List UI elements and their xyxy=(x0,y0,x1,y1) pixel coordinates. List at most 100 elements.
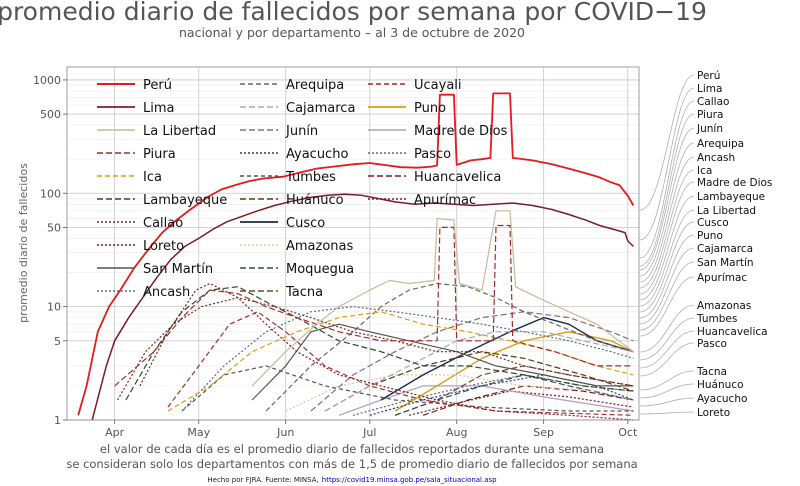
legend-label: Ancash xyxy=(143,285,190,300)
series-line-san-martín xyxy=(251,323,634,401)
right-label: Huancavelica xyxy=(697,326,768,338)
x-tick-label: Apr xyxy=(105,426,125,439)
legend-label: Apurímac xyxy=(414,193,476,208)
right-label: San Martín xyxy=(697,257,754,269)
right-label: Madre de Dios xyxy=(697,177,772,189)
right-label: Perú xyxy=(697,70,720,82)
x-tick-label: Aug xyxy=(446,426,467,439)
legend-label: Cajamarca xyxy=(286,101,355,116)
series-line-perú xyxy=(77,92,635,416)
right-label: Lima xyxy=(697,83,722,95)
x-tick-label: May xyxy=(187,426,210,439)
x-tick-label: Sep xyxy=(533,426,554,439)
right-label: Cajamarca xyxy=(697,243,753,255)
leader-line xyxy=(639,261,695,331)
leader-line xyxy=(639,181,695,295)
series-line-huánuco xyxy=(324,351,634,412)
chart-subtitle: nacional y por departamento – al 3 de oc… xyxy=(179,25,525,40)
leader-line xyxy=(639,234,695,319)
leader-line xyxy=(639,330,695,369)
right-label: Apurímac xyxy=(697,272,747,284)
legend-label: Ayacucho xyxy=(286,147,348,162)
legend-label: Perú xyxy=(143,78,172,93)
series-line-amazonas xyxy=(285,374,634,412)
legend-label: Tacna xyxy=(285,285,323,300)
legend-label: La Libertad xyxy=(143,124,216,139)
series-line-madre-de-dios xyxy=(338,385,634,416)
right-label: Callao xyxy=(697,96,729,108)
series-line-lambayeque xyxy=(125,286,634,401)
credit: Hecho por FJRA. Fuente: MINSA, https://co… xyxy=(207,476,497,484)
right-label: Tacna xyxy=(696,366,727,378)
legend-label: Tumbes xyxy=(285,170,336,185)
x-tick-label: Jun xyxy=(276,426,294,439)
y-tick-label: 50 xyxy=(47,221,61,234)
leader-line xyxy=(639,383,695,399)
right-label: Loreto xyxy=(697,407,730,419)
leader-line xyxy=(639,169,695,289)
right-label: Amazonas xyxy=(697,300,751,312)
series-line-cusco xyxy=(380,316,634,401)
leader-line xyxy=(639,370,695,391)
right-label: Ica xyxy=(697,165,712,177)
leader-line xyxy=(639,304,695,353)
leader-line xyxy=(639,127,695,271)
legend-label: Huánuco xyxy=(286,193,344,208)
leader-line xyxy=(639,317,695,361)
leader-line xyxy=(639,142,695,277)
right-label: Tumbes xyxy=(696,313,737,325)
series-line-cajamarca xyxy=(324,331,634,412)
legend-label: San Martín xyxy=(143,262,213,277)
legend-label: Amazonas xyxy=(286,239,354,254)
series-line-tumbes xyxy=(181,365,634,412)
series-line-loreto xyxy=(139,282,634,421)
leader-line xyxy=(639,221,695,313)
plot-lines xyxy=(77,92,635,421)
y-tick-label: 1000 xyxy=(33,74,61,87)
legend-label: Moquegua xyxy=(286,262,354,277)
y-tick-label: 5 xyxy=(54,335,61,348)
legend-label: Pasco xyxy=(414,147,451,162)
series-line-apurímac xyxy=(408,390,634,416)
y-tick-label: 10 xyxy=(47,301,61,314)
series-line-ica xyxy=(167,311,634,412)
y-axis-label: promedio diario de fallecidos xyxy=(17,163,30,323)
legend-label: Arequipa xyxy=(286,78,344,93)
credit-link[interactable]: https://covid19.minsa.gob.pe/sala_situac… xyxy=(322,476,497,484)
right-label: Junín xyxy=(696,123,723,135)
leader-line xyxy=(639,113,695,267)
legend-label: Cusco xyxy=(286,216,325,231)
legend-label: Piura xyxy=(143,147,176,162)
series-line-arequipa xyxy=(265,282,634,412)
right-label: Lambayeque xyxy=(697,191,765,203)
series-line-ancash xyxy=(181,306,634,412)
series-line-lima xyxy=(91,193,634,421)
leader-line xyxy=(639,342,695,377)
series-line-callao xyxy=(116,297,634,401)
leader-line xyxy=(639,195,695,301)
y-tick-label: 1 xyxy=(54,414,61,427)
series-line-puno xyxy=(394,331,634,412)
legend-label: Lambayeque xyxy=(143,193,227,208)
leader-line xyxy=(639,209,695,307)
legend-label: Huancavelica xyxy=(414,170,501,185)
credit-text: Hecho por FJRA. Fuente: MINSA, xyxy=(207,476,318,484)
legend: Perú Lima La Libertad Piura Ica Lambayeque Cal… xyxy=(97,78,508,300)
right-label: Cusco xyxy=(697,217,729,229)
plot-frame xyxy=(66,66,640,421)
y-tick-label: 100 xyxy=(40,187,61,200)
series-line-la-libertad xyxy=(251,210,634,387)
legend-label: Junín xyxy=(285,124,318,139)
legend-label: Lima xyxy=(143,101,174,116)
leader-line xyxy=(639,276,695,337)
series-line-piura xyxy=(114,224,634,387)
legend-label: Loreto xyxy=(143,239,184,254)
leader-line xyxy=(639,100,695,259)
leader-line xyxy=(639,411,695,415)
footnote-2: se consideran solo los departamentos con… xyxy=(66,457,637,471)
right-label: Arequipa xyxy=(697,138,744,150)
x-tick-label: Jul xyxy=(362,426,376,439)
right-label: Huánuco xyxy=(697,379,744,391)
